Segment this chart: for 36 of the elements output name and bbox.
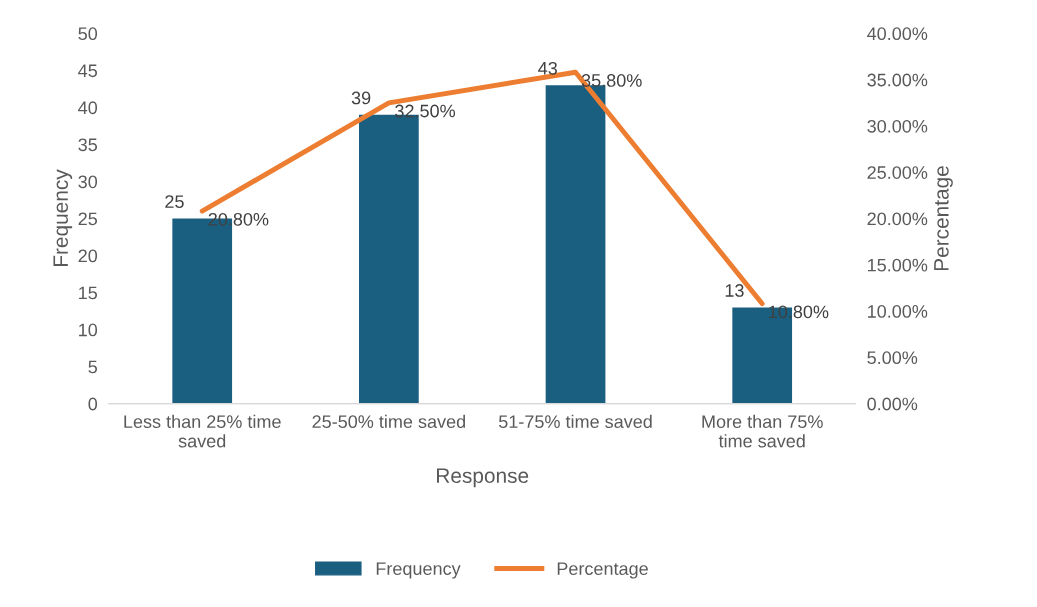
y2-tick-label: 20.00%	[867, 212, 928, 226]
y2-tick-label: 15.00%	[868, 258, 928, 272]
y-tick-label: 25	[78, 212, 98, 226]
y2-tick-label: 5.00%	[867, 351, 918, 365]
y-axis-title: Frequency	[53, 169, 73, 267]
y-tick-label: 5	[88, 360, 98, 374]
y-tick-label: 40	[78, 101, 98, 115]
x-tick-label: 51-75% time saved	[498, 414, 652, 429]
y-tick-label: 10	[79, 323, 98, 337]
y2-tick-label: 0.00%	[867, 397, 918, 411]
y-tick-label: 20	[78, 249, 98, 263]
data-label: 20.80%	[208, 212, 269, 226]
y2-tick-label: 25.00%	[867, 166, 928, 179]
y-tick-label: 50	[78, 27, 98, 41]
y2-tick-label: 40.00%	[867, 27, 928, 41]
data-label: 25	[165, 195, 184, 209]
y2-tick-label: 35.00%	[867, 73, 928, 87]
y2-tick-label: 10.00%	[868, 305, 928, 318]
x-tick-label: Less than 25% time saved	[124, 414, 281, 448]
y-tick-label: 0	[88, 397, 98, 411]
y-tick-label: 35	[78, 138, 98, 152]
data-label: 13	[725, 284, 744, 297]
legend-label: Percentage	[557, 562, 648, 579]
x-tick-label: 25-50% time saved	[312, 414, 465, 429]
y-tick-label: 45	[78, 64, 98, 78]
data-label: 43	[538, 61, 558, 75]
x-tick-label: More than 75% time saved	[702, 414, 823, 448]
data-label: 39	[351, 91, 371, 105]
y-tick-label: 15	[79, 286, 98, 300]
bar	[545, 85, 606, 404]
data-label: 32.50%	[395, 104, 456, 118]
y2-tick-label: 30.00%	[867, 119, 928, 133]
y-tick-label: 30	[78, 175, 98, 189]
y2-axis-title: Percentage	[934, 166, 953, 271]
legend-label: Frequency	[376, 562, 461, 579]
x-axis-title: Response	[437, 468, 529, 488]
